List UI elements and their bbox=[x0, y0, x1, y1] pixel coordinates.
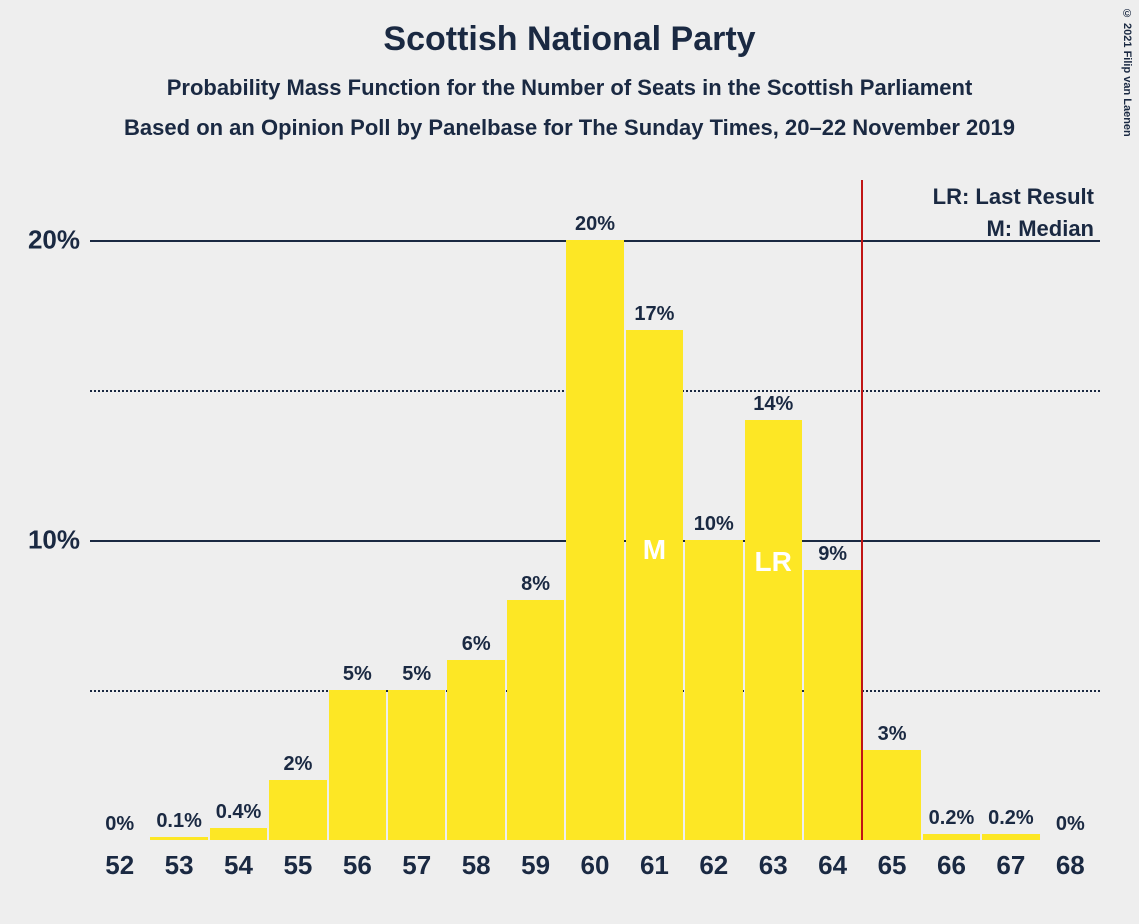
bar: 0.2% bbox=[923, 834, 980, 840]
bar-value-label: 0% bbox=[105, 813, 134, 836]
bar: 9% bbox=[804, 570, 861, 840]
bar-value-label: 14% bbox=[753, 393, 793, 416]
bar: 20% bbox=[566, 240, 623, 840]
x-tick-label: 64 bbox=[818, 850, 847, 881]
bar-value-label: 0.2% bbox=[929, 807, 975, 830]
bar: 3% bbox=[863, 750, 920, 840]
x-tick-label: 54 bbox=[224, 850, 253, 881]
chart-subtitle-1: Probability Mass Function for the Number… bbox=[0, 59, 1139, 101]
median-marker: M bbox=[643, 534, 666, 566]
x-tick-label: 60 bbox=[581, 850, 610, 881]
bar: 2% bbox=[269, 780, 326, 840]
bar-value-label: 2% bbox=[283, 753, 312, 776]
bar-value-label: 17% bbox=[634, 303, 674, 326]
bar-value-label: 0.1% bbox=[156, 810, 202, 833]
x-tick-label: 61 bbox=[640, 850, 669, 881]
y-tick-label: 20% bbox=[28, 225, 80, 256]
bar: 14%LR bbox=[745, 420, 802, 840]
bar: 8% bbox=[507, 600, 564, 840]
chart-plot-area: 10%20%0%520.1%530.4%542%555%565%576%588%… bbox=[90, 180, 1100, 840]
reference-line bbox=[861, 180, 863, 840]
x-tick-label: 52 bbox=[105, 850, 134, 881]
bar: 0.4% bbox=[210, 828, 267, 840]
last-result-marker: LR bbox=[755, 546, 792, 578]
x-tick-label: 59 bbox=[521, 850, 550, 881]
bar: 6% bbox=[447, 660, 504, 840]
legend-last-result: LR: Last Result bbox=[933, 184, 1094, 210]
credit-text: © 2021 Filip van Laenen bbox=[1121, 8, 1133, 137]
bar: 0.1% bbox=[150, 837, 207, 840]
bar-value-label: 3% bbox=[878, 723, 907, 746]
bar-value-label: 9% bbox=[818, 543, 847, 566]
bar-value-label: 10% bbox=[694, 513, 734, 536]
bar-value-label: 6% bbox=[462, 633, 491, 656]
chart-subtitle-2: Based on an Opinion Poll by Panelbase fo… bbox=[0, 101, 1139, 141]
x-tick-label: 68 bbox=[1056, 850, 1085, 881]
x-tick-label: 62 bbox=[699, 850, 728, 881]
bar: 0.2% bbox=[982, 834, 1039, 840]
x-tick-label: 53 bbox=[165, 850, 194, 881]
x-tick-label: 67 bbox=[996, 850, 1025, 881]
x-tick-label: 65 bbox=[878, 850, 907, 881]
bar: 17%M bbox=[626, 330, 683, 840]
bar-value-label: 0.2% bbox=[988, 807, 1034, 830]
chart-title: Scottish National Party bbox=[0, 0, 1139, 59]
y-tick-label: 10% bbox=[28, 525, 80, 556]
bar-value-label: 8% bbox=[521, 573, 550, 596]
x-tick-label: 58 bbox=[462, 850, 491, 881]
bar: 5% bbox=[329, 690, 386, 840]
bar-value-label: 0% bbox=[1056, 813, 1085, 836]
x-tick-label: 55 bbox=[283, 850, 312, 881]
bar-value-label: 5% bbox=[402, 663, 431, 686]
bar: 10% bbox=[685, 540, 742, 840]
x-tick-label: 57 bbox=[402, 850, 431, 881]
x-tick-label: 56 bbox=[343, 850, 372, 881]
legend-median: M: Median bbox=[986, 216, 1094, 242]
bar-value-label: 0.4% bbox=[216, 801, 262, 824]
bar: 5% bbox=[388, 690, 445, 840]
x-tick-label: 63 bbox=[759, 850, 788, 881]
bar-value-label: 5% bbox=[343, 663, 372, 686]
bar-value-label: 20% bbox=[575, 213, 615, 236]
x-tick-label: 66 bbox=[937, 850, 966, 881]
